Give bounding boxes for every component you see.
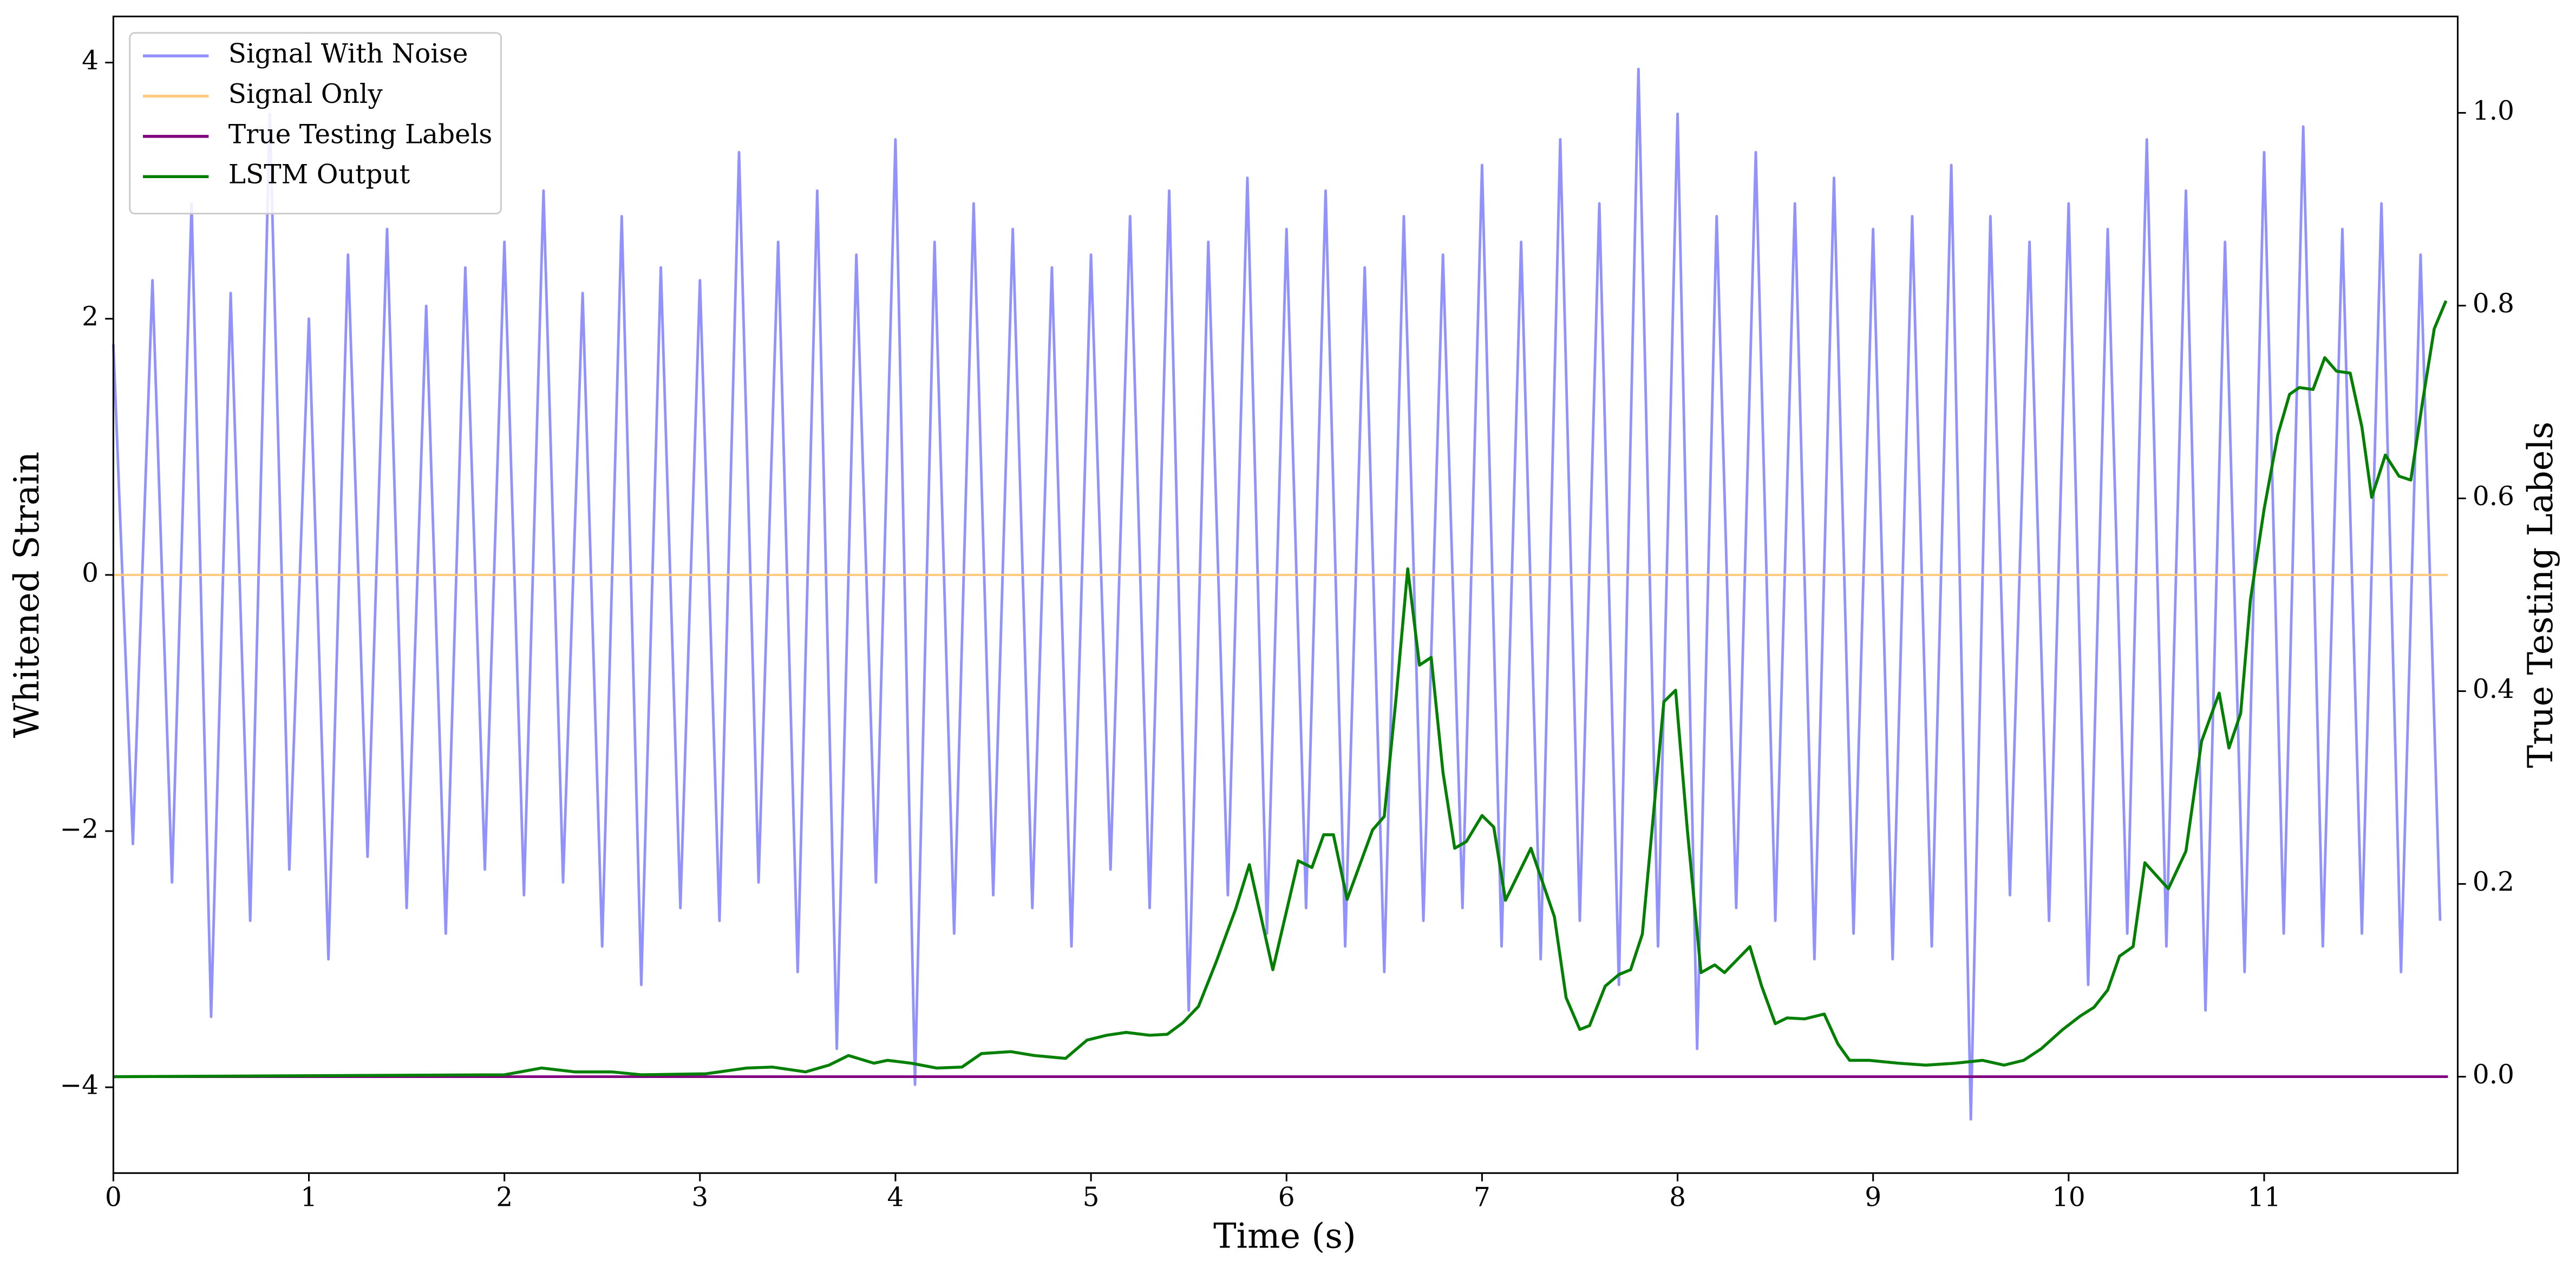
y2-tick-label: 0.2 bbox=[2473, 867, 2514, 897]
legend-label: LSTM Output bbox=[228, 160, 410, 190]
x-tick-label: 10 bbox=[2052, 1182, 2085, 1213]
x-tick-label: 8 bbox=[1669, 1182, 1686, 1213]
y2-tick-label: 0.8 bbox=[2473, 289, 2514, 319]
x-tick-label: 6 bbox=[1278, 1182, 1295, 1213]
series-line bbox=[112, 67, 2442, 1121]
x-tick-label: 5 bbox=[1083, 1182, 1100, 1213]
x-tick-label: 3 bbox=[691, 1182, 708, 1213]
legend-label: Signal Only bbox=[228, 79, 383, 109]
x-tick-label: 4 bbox=[887, 1182, 904, 1213]
x-tick-label: 9 bbox=[1865, 1182, 1881, 1213]
y2-tick-label: 0.0 bbox=[2473, 1060, 2514, 1090]
y2-axis-label: True Testing Labels bbox=[2521, 422, 2561, 768]
x-tick-label: 2 bbox=[496, 1182, 513, 1213]
y-axis-label: Whitened Strain bbox=[7, 452, 47, 738]
x-tick-label: 7 bbox=[1474, 1182, 1490, 1213]
y-tick-label: 0 bbox=[82, 558, 99, 588]
x-axis-label: Time (s) bbox=[1213, 1217, 1356, 1257]
legend-label: Signal With Noise bbox=[228, 39, 468, 69]
axes-frame bbox=[112, 15, 2459, 1174]
x-tick-label: 0 bbox=[105, 1182, 122, 1213]
x-tick-label: 11 bbox=[2247, 1182, 2281, 1213]
y-tick-label: 4 bbox=[82, 45, 99, 76]
y-tick-label: 2 bbox=[82, 302, 99, 332]
y2-tick-label: 0.6 bbox=[2473, 481, 2514, 512]
plot-area bbox=[112, 67, 2448, 1121]
x-tick-label: 1 bbox=[300, 1182, 317, 1213]
y2-tick-label: 0.4 bbox=[2473, 674, 2514, 704]
series-line bbox=[113, 300, 2448, 1079]
y2-tick-label: 1.0 bbox=[2473, 96, 2514, 126]
legend-label: True Testing Labels bbox=[228, 119, 493, 149]
legend-box bbox=[129, 32, 502, 215]
y-tick-label: −4 bbox=[60, 1070, 99, 1101]
y-tick-label: −2 bbox=[60, 814, 99, 844]
